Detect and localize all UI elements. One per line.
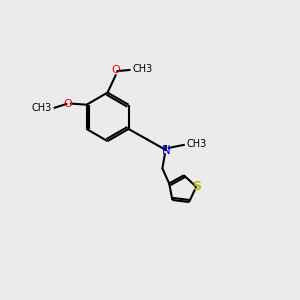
Text: S: S [192, 180, 201, 193]
Text: CH3: CH3 [31, 103, 51, 113]
Text: N: N [162, 144, 170, 157]
Text: CH3: CH3 [186, 139, 206, 149]
Text: O: O [111, 64, 120, 75]
Text: CH3: CH3 [132, 64, 152, 74]
Text: O: O [64, 99, 72, 109]
